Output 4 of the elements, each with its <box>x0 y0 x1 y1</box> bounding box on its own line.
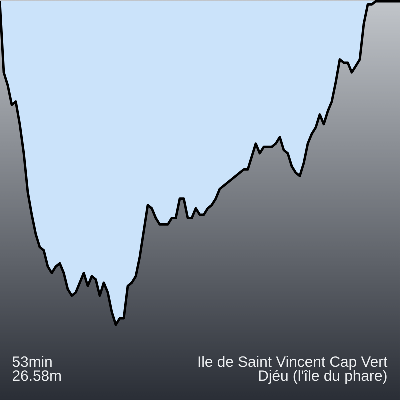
text: 53min <box>12 356 52 368</box>
text: 26.58m <box>13 370 61 382</box>
text: Ile de Saint Vincent Cap Vert <box>198 356 388 370</box>
text: Djéu (l'île du phare) <box>259 370 387 384</box>
